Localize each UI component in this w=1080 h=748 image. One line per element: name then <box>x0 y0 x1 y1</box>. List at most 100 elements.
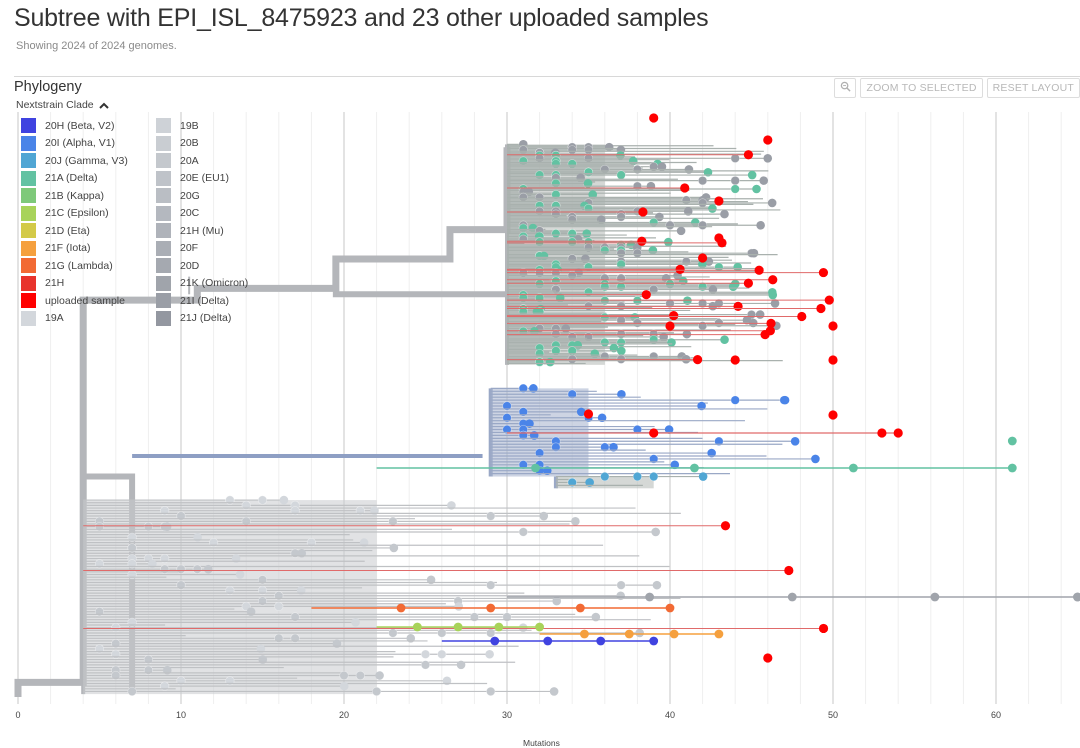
tip-node <box>590 349 600 358</box>
tip-node <box>649 636 659 646</box>
tree-controls: ZOOM TO SELECTED RESET LAYOUT <box>834 78 1080 98</box>
tip-node <box>456 660 466 670</box>
legend-swatch <box>156 240 171 256</box>
tip-node <box>518 383 528 393</box>
legend-item[interactable]: 20G <box>156 187 291 205</box>
legend-item[interactable]: 21F (Iota) <box>21 240 156 258</box>
tip-node <box>681 256 691 267</box>
tip-node <box>539 251 549 261</box>
tip-node <box>720 335 729 345</box>
tip-node <box>585 478 594 487</box>
uploaded-sample-node <box>693 355 703 365</box>
uploaded-sample-node <box>797 311 807 322</box>
legend-item[interactable]: 21G (Lambda) <box>21 257 156 275</box>
tip-node <box>561 324 571 333</box>
legend-item[interactable]: 21J (Delta) <box>156 310 291 328</box>
tip-node <box>628 156 638 166</box>
legend-label: 21J (Delta) <box>180 312 232 325</box>
legend-item[interactable]: 20I (Alpha, V1) <box>21 135 156 153</box>
uploaded-sample-node <box>698 253 708 263</box>
tip-node <box>486 580 496 590</box>
legend-item[interactable]: 20B <box>156 135 291 153</box>
tip-node <box>763 153 773 163</box>
legend-item[interactable]: 21D (Eta) <box>21 222 156 240</box>
tip-node <box>697 176 708 186</box>
legend-label: 19B <box>180 119 199 132</box>
legend-item[interactable]: 21I (Delta) <box>156 292 291 310</box>
tip-node <box>535 622 544 632</box>
uploaded-sample-node <box>675 264 685 274</box>
legend-label: 20H (Beta, V2) <box>45 119 115 132</box>
magnifier-icon <box>840 81 851 92</box>
tip-node <box>524 187 534 197</box>
uploaded-sample-node <box>720 521 731 531</box>
legend-item[interactable]: 21A (Delta) <box>21 170 156 188</box>
chevron-up-icon <box>98 102 109 109</box>
tip-node <box>582 229 592 238</box>
legend-label: 21A (Delta) <box>45 172 98 185</box>
backbone-branch <box>14 147 511 698</box>
tip-node <box>420 649 431 659</box>
legend-item[interactable]: 20H (Beta, V2) <box>21 117 156 135</box>
magnifier-button[interactable] <box>834 78 857 98</box>
legend-item[interactable]: uploaded sample <box>21 292 156 310</box>
legend-item[interactable]: 21H (Mu) <box>156 222 291 240</box>
tip-node <box>388 628 398 638</box>
uploaded-sample-node <box>824 295 834 305</box>
legend-item[interactable]: 20C <box>156 205 291 223</box>
tip-node <box>567 145 577 155</box>
legend-item[interactable]: 20E (EU1) <box>156 170 291 188</box>
uploaded-sample-node <box>649 428 659 438</box>
tip-node <box>372 686 382 697</box>
legend-item[interactable]: 20A <box>156 152 291 170</box>
uploaded-sample-node <box>763 135 773 145</box>
tip-node <box>670 460 680 470</box>
zoom-to-selected-button[interactable]: ZOOM TO SELECTED <box>860 78 983 98</box>
x-tick-label: 50 <box>827 710 839 720</box>
tip-node <box>730 153 740 163</box>
tip-node <box>235 570 245 579</box>
tip-node <box>412 622 422 632</box>
phylogeny-card-title: Phylogeny <box>14 79 82 95</box>
uploaded-sample-node <box>784 565 794 576</box>
tip-node <box>257 495 268 505</box>
legend-toggle[interactable]: Nextstrain Clade <box>16 99 109 111</box>
tip-node <box>600 442 610 452</box>
legend-swatch <box>156 310 171 326</box>
tip-node <box>697 220 708 230</box>
reset-layout-button[interactable]: RESET LAYOUT <box>986 78 1080 98</box>
legend-item[interactable]: 21K (Omicron) <box>156 275 291 293</box>
tip-node <box>811 454 820 464</box>
tip-node <box>518 527 528 537</box>
tip-node <box>576 407 586 417</box>
legend-swatch <box>156 275 171 291</box>
legend-item[interactable]: 20D <box>156 257 291 275</box>
legend-item[interactable]: 19A <box>21 310 156 328</box>
legend-label: 21D (Eta) <box>45 224 90 237</box>
legend-item[interactable]: 20J (Gamma, V3) <box>21 152 156 170</box>
legend-swatch <box>156 205 171 221</box>
legend-label: 20F <box>180 242 199 255</box>
tip-node <box>486 686 496 697</box>
tip-node <box>708 285 718 294</box>
tip-node <box>575 603 585 613</box>
tip-node <box>635 628 644 638</box>
tip-node <box>664 425 674 434</box>
tip-node <box>669 629 679 639</box>
tip-node <box>518 460 528 470</box>
legend-item[interactable]: 21B (Kappa) <box>21 187 156 205</box>
genome-count: Showing 2024 of 2024 genomes. <box>16 40 177 52</box>
legend-item[interactable]: 21H <box>21 275 156 293</box>
legend-item[interactable]: 19B <box>156 117 291 135</box>
tip-node <box>502 413 512 423</box>
legend-item[interactable]: 21C (Epsilon) <box>21 205 156 223</box>
tip-node <box>567 477 577 488</box>
tip-node <box>525 419 534 428</box>
tip-node <box>770 299 780 308</box>
legend-item[interactable]: 20F <box>156 240 291 258</box>
tip-node <box>708 204 717 213</box>
legend-swatch <box>21 135 36 151</box>
uploaded-sample-node <box>816 303 826 314</box>
tip-node <box>551 442 561 452</box>
